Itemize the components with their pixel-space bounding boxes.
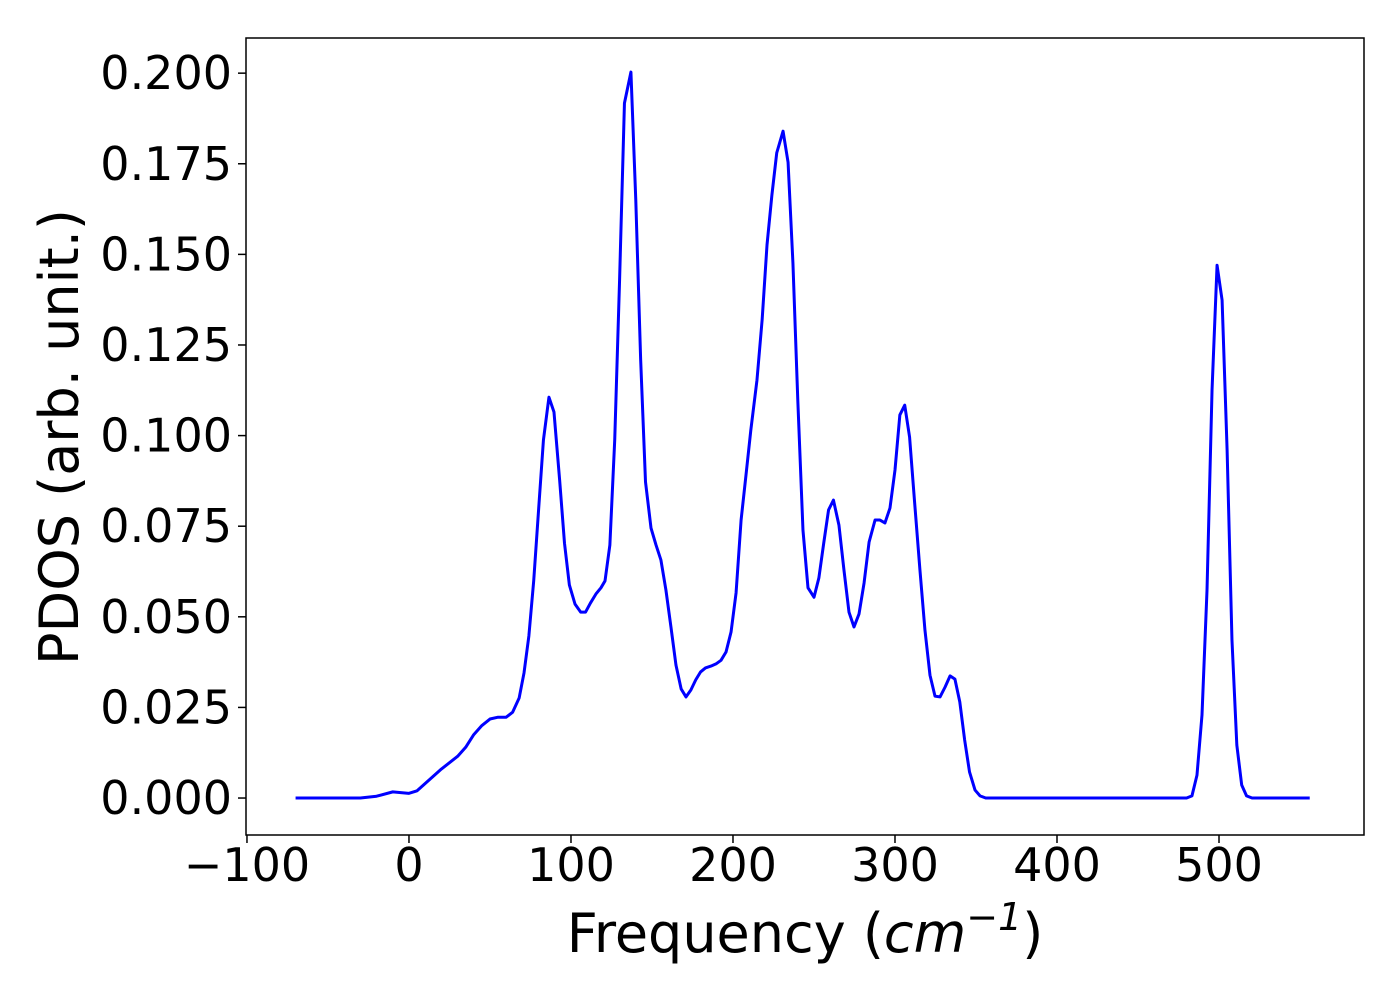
y-axis-label: PDOS (arb. unit.) (28, 209, 91, 665)
y-tick-label: 0.125 (100, 318, 232, 372)
x-label-exponent: −1 (966, 895, 1022, 939)
x-tick-label: 400 (1013, 838, 1101, 892)
x-axis-label: Frequency (cm−1) (567, 895, 1044, 965)
y-tick-label: 0.000 (100, 771, 232, 825)
y-tick-label: 0.150 (100, 227, 232, 281)
y-tick-label: 0.050 (100, 590, 232, 644)
x-tick-label: 200 (689, 838, 777, 892)
x-tick-label: 0 (394, 838, 423, 892)
x-tick-label: 500 (1175, 838, 1263, 892)
data-line (295, 70, 1310, 800)
x-label-unit: cm (884, 902, 966, 965)
y-tick-label: 0.075 (100, 499, 232, 553)
y-tick-label: 0.100 (100, 409, 232, 463)
x-tick-label: −100 (184, 838, 310, 892)
y-tick-label: 0.025 (100, 680, 232, 734)
plot-frame (245, 37, 1365, 836)
y-tick-label: 0.175 (100, 137, 232, 191)
x-tick-label: 100 (527, 838, 615, 892)
y-tick-label: 0.200 (100, 46, 232, 100)
x-label-close: ) (1022, 902, 1043, 965)
x-label-text: Frequency ( (567, 902, 884, 965)
x-tick-label: 300 (851, 838, 939, 892)
